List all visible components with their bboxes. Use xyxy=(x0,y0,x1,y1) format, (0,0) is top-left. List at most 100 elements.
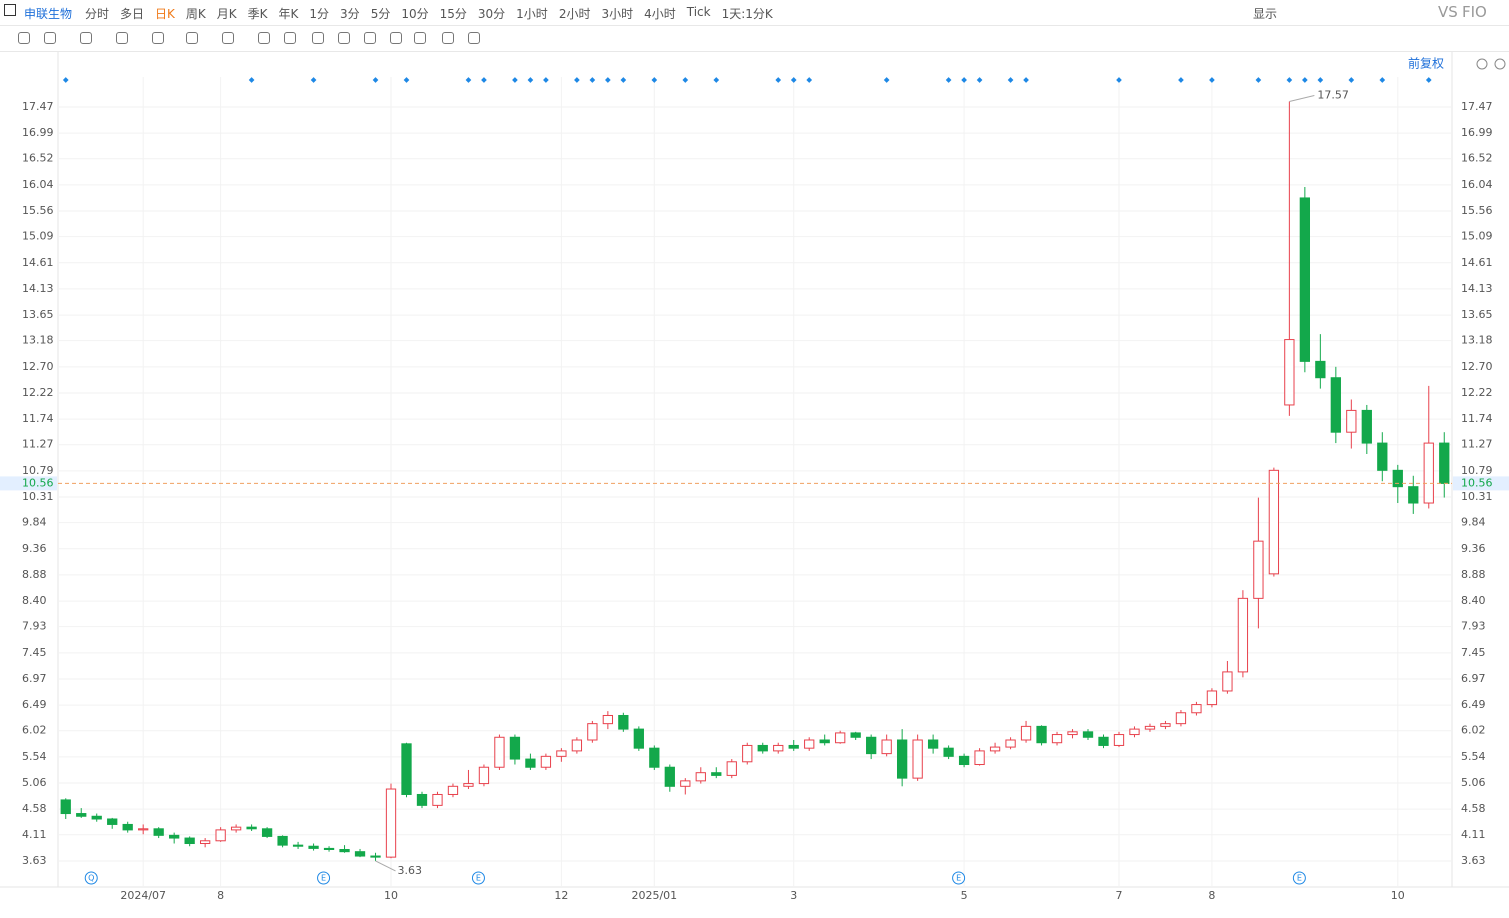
period-tab[interactable]: 季K xyxy=(247,7,268,21)
tool-icon[interactable] xyxy=(468,32,480,44)
tool-icon[interactable] xyxy=(338,32,350,44)
tool-icon[interactable] xyxy=(18,32,30,44)
last-price-box xyxy=(0,476,57,491)
candle-body xyxy=(1346,409,1357,433)
event-badge xyxy=(471,871,485,885)
candle-body xyxy=(695,772,706,782)
candle-body xyxy=(1129,728,1140,736)
tool-icon[interactable] xyxy=(152,32,164,44)
tool-icon[interactable] xyxy=(186,32,198,44)
event-marker xyxy=(620,77,627,83)
event-badge xyxy=(1292,871,1306,885)
event-marker xyxy=(682,77,689,83)
period-tab[interactable]: 年K xyxy=(278,7,299,21)
period-tab[interactable]: 月K xyxy=(216,7,237,21)
candle-body xyxy=(401,743,412,795)
period-tab[interactable]: 多日 xyxy=(120,7,145,21)
candle-body xyxy=(1175,712,1187,725)
candle-body xyxy=(1253,540,1264,599)
tool-icon[interactable] xyxy=(442,32,454,44)
vs-button[interactable]: VS xyxy=(1438,3,1458,21)
y-tick-label-right: 9.84 xyxy=(1461,516,1486,529)
y-tick-label: 13.18 xyxy=(22,334,54,347)
tool-icon[interactable] xyxy=(414,32,426,44)
y-tick-label-right: 15.56 xyxy=(1461,204,1493,217)
y-tick-label: 6.97 xyxy=(22,672,47,685)
y-tick-label: 15.09 xyxy=(22,230,54,243)
event-badge-label: E xyxy=(321,874,326,883)
candle-body xyxy=(757,744,768,752)
candle-body xyxy=(370,855,381,858)
tool-icon[interactable] xyxy=(364,32,376,44)
candle-body xyxy=(509,736,521,760)
tool-icon[interactable] xyxy=(116,32,128,44)
period-tab[interactable]: 日K xyxy=(155,7,175,21)
candle-body xyxy=(649,747,660,768)
adjust-mode[interactable]: 前复权 xyxy=(1408,56,1444,71)
period-tab[interactable]: 10分 xyxy=(401,7,429,21)
period-tab[interactable]: Tick xyxy=(686,5,711,19)
display-menu[interactable]: 显示 xyxy=(1253,7,1278,21)
event-marker xyxy=(651,77,658,83)
y-tick-label: 5.06 xyxy=(22,776,47,789)
zoom-in[interactable] xyxy=(1494,58,1506,70)
zoom-out[interactable] xyxy=(1476,58,1488,70)
y-tick-label: 10.79 xyxy=(22,464,54,477)
x-tick-label: 8 xyxy=(217,889,224,902)
tool-icon[interactable] xyxy=(312,32,324,44)
tool-icon[interactable] xyxy=(390,32,402,44)
event-badge-label: Q xyxy=(88,874,94,883)
candle-body xyxy=(896,739,908,779)
candle-body xyxy=(1330,377,1341,433)
candle-body xyxy=(76,813,87,817)
period-tab[interactable]: 1小时 xyxy=(516,7,548,21)
candle-body xyxy=(153,828,164,836)
period-tab[interactable]: 1天:1分K xyxy=(721,7,773,21)
candle-body xyxy=(60,799,71,815)
candle-body xyxy=(633,728,644,749)
y-tick-label: 12.22 xyxy=(22,386,54,399)
y-tick-label: 16.52 xyxy=(22,152,54,165)
low-pointer xyxy=(375,860,396,872)
period-tab[interactable]: 4小时 xyxy=(644,7,676,21)
y-tick-label: 3.63 xyxy=(22,854,47,867)
tool-icon[interactable] xyxy=(80,32,92,44)
event-marker xyxy=(1302,77,1308,83)
y-tick-label-right: 16.52 xyxy=(1461,152,1493,165)
period-tab[interactable]: 分时 xyxy=(85,7,110,21)
tool-icon[interactable] xyxy=(284,32,296,44)
tool-icon[interactable] xyxy=(44,32,56,44)
tool-icon[interactable] xyxy=(258,32,270,44)
period-tab[interactable]: 2小时 xyxy=(558,7,591,21)
period-tab[interactable]: 1分 xyxy=(309,7,330,21)
period-tab[interactable]: 15分 xyxy=(439,7,467,21)
y-tick-label: 17.47 xyxy=(22,100,54,113)
period-tab[interactable]: 3分 xyxy=(340,7,360,21)
event-marker xyxy=(1348,77,1355,83)
y-tick-label-right: 5.54 xyxy=(1461,750,1486,763)
symbol[interactable]: 申联生物 xyxy=(24,7,73,21)
y-tick-label-right: 5.06 xyxy=(1461,776,1486,789)
panel-icon[interactable] xyxy=(4,4,16,16)
y-tick-label-right: 9.36 xyxy=(1461,542,1486,555)
event-marker xyxy=(512,77,518,83)
candle-body xyxy=(773,744,784,752)
period-tab[interactable]: 30分 xyxy=(477,7,506,21)
candle-body xyxy=(1191,704,1202,714)
y-tick-label-right: 13.18 xyxy=(1461,334,1493,347)
tool-icon[interactable] xyxy=(222,32,234,44)
period-tab[interactable]: 周K xyxy=(185,7,206,21)
event-marker xyxy=(543,77,549,83)
candle-body xyxy=(618,714,629,730)
period-tab[interactable]: 5分 xyxy=(370,7,391,21)
f10-button[interactable]: FIO xyxy=(1462,3,1487,21)
event-marker xyxy=(945,77,952,83)
event-marker xyxy=(481,77,487,83)
event-marker xyxy=(372,77,379,83)
candle-body xyxy=(912,739,923,779)
y-tick-label: 12.70 xyxy=(22,360,54,373)
x-tick-label: 12 xyxy=(554,889,568,902)
event-marker xyxy=(1023,77,1029,83)
period-tab[interactable]: 3小时 xyxy=(601,7,634,21)
